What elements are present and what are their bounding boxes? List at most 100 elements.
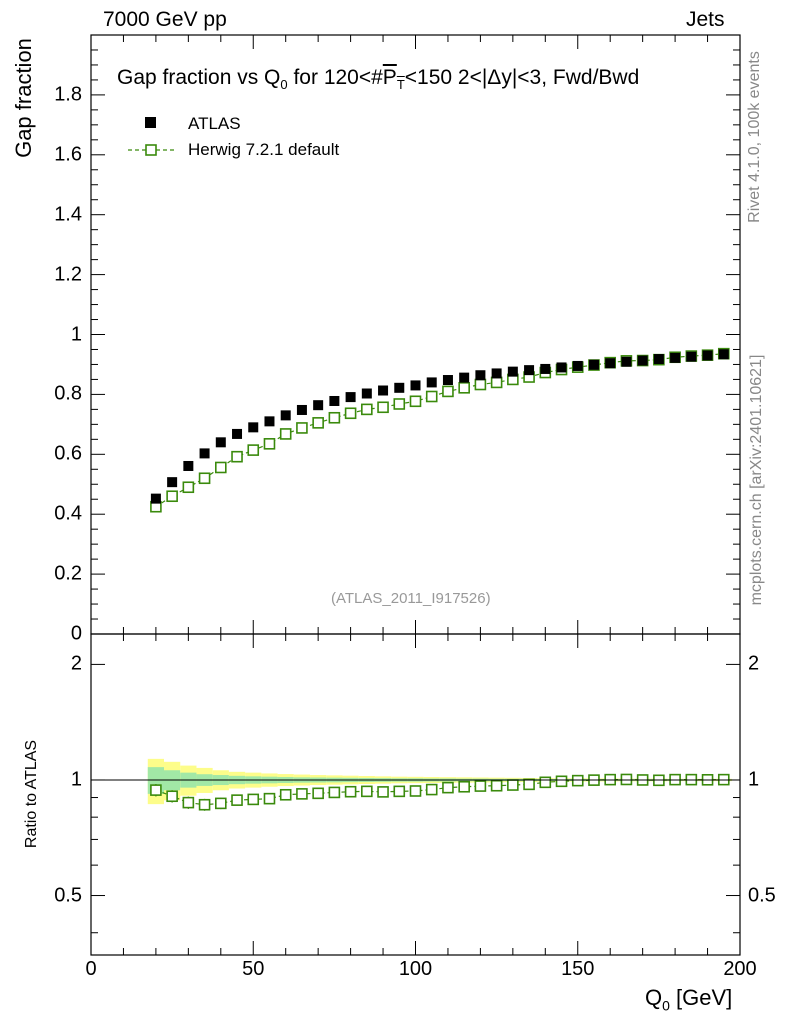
- ratio-point: [490, 779, 503, 792]
- atlas-point: [475, 370, 486, 381]
- atlas-point: [442, 375, 453, 386]
- atlas-point: [248, 422, 259, 433]
- ratio-point: [377, 786, 389, 798]
- atlas-point: [361, 388, 372, 399]
- ratio-point: [279, 788, 292, 801]
- ratio-point: [312, 787, 324, 800]
- ratio-point: [523, 778, 535, 791]
- atlas-point: [702, 350, 713, 361]
- herwig-point: [393, 398, 406, 410]
- chart-title-text-a: Gap fraction vs Q: [117, 66, 281, 89]
- herwig-point: [377, 401, 389, 414]
- herwig-point: [409, 395, 422, 408]
- atlas-point: [199, 448, 210, 459]
- y-tick-label: 1.8: [54, 83, 82, 106]
- atlas-point: [329, 395, 340, 406]
- atlas-point: [572, 360, 583, 371]
- atlas-point: [264, 416, 275, 427]
- atlas-series: [150, 349, 729, 504]
- atlas-point: [215, 437, 226, 448]
- atlas-point: [426, 377, 437, 388]
- ratio-point: [182, 796, 195, 809]
- ratio-point: [215, 797, 227, 810]
- ratio-point: [458, 780, 470, 793]
- herwig-point: [182, 481, 195, 494]
- herwig-point: [296, 422, 308, 434]
- legend-herwig-label: Herwig 7.2.1 default: [188, 140, 340, 159]
- atlas-point: [296, 404, 307, 415]
- y-tick-label: 0.4: [54, 502, 82, 525]
- rivet-version-label: Rivet 4.1.0, 100k events: [746, 51, 763, 223]
- herwig-point: [361, 403, 373, 416]
- legend-herwig-marker: [145, 144, 157, 156]
- herwig-line: [155, 353, 724, 508]
- y-tick-label: 1.6: [54, 143, 82, 166]
- ratio-plot-frame: [90, 633, 741, 956]
- y-tick-label: 1.2: [54, 263, 82, 286]
- herwig-point: [215, 461, 227, 474]
- ratio-point: [393, 785, 406, 798]
- y-tick-label: 0.8: [54, 382, 82, 405]
- herwig-point: [198, 472, 211, 485]
- ratio-y-tick-label-right: 0.5: [748, 884, 776, 907]
- ratio-point: [361, 785, 373, 798]
- y-tick-label: 0.6: [54, 442, 82, 465]
- x-tick-label: 50: [242, 958, 265, 980]
- atlas-point: [653, 354, 664, 365]
- atlas-point: [491, 368, 502, 379]
- chart-title-text-c: <150 2<|Δy|<3, Fwd/Bwd: [404, 66, 640, 89]
- herwig-point: [279, 428, 292, 440]
- ratio-point: [425, 783, 438, 796]
- y-axis-label: Gap fraction: [11, 38, 36, 158]
- header-jets-label: Jets: [686, 8, 725, 31]
- atlas-point: [410, 380, 421, 391]
- y-tick-label: 0: [70, 622, 82, 645]
- ratio-point: [263, 792, 276, 805]
- ratio-point: [344, 785, 357, 798]
- ratio-point: [409, 785, 422, 797]
- ratio-point: [198, 798, 211, 811]
- x-tick-label: 100: [398, 958, 433, 980]
- herwig-point: [474, 378, 487, 391]
- x-axis-label: Q0 [GeV]: [645, 985, 732, 1013]
- x-axis-label-unit: [GeV]: [669, 985, 733, 1010]
- analysis-id: (ATLAS_2011_I917526): [331, 590, 491, 607]
- ratio-point: [296, 788, 308, 800]
- x-axis-label-sub: 0: [662, 997, 670, 1014]
- ratio-y-tick-label-left: 2: [70, 652, 82, 675]
- x-tick-label: 0: [85, 958, 97, 980]
- ratio-y-axis-label: Ratio to ATLAS: [23, 739, 40, 849]
- atlas-point: [556, 362, 567, 373]
- ratio-point: [442, 781, 454, 794]
- atlas-point: [183, 460, 194, 471]
- y-tick-label: 1.4: [54, 203, 82, 226]
- ratio-point: [507, 779, 519, 791]
- atlas-point: [313, 400, 324, 411]
- atlas-point: [280, 410, 291, 421]
- chart-title-sub-a: 0: [280, 77, 288, 93]
- herwig-point: [425, 390, 438, 403]
- y-tick-label: 0.2: [54, 562, 82, 585]
- atlas-point: [621, 356, 632, 367]
- legend: [128, 117, 175, 156]
- atlas-point: [378, 385, 389, 396]
- ratio-point: [247, 793, 260, 806]
- legend-atlas-label: ATLAS: [188, 114, 241, 133]
- atlas-point: [670, 352, 681, 363]
- atlas-point: [232, 428, 243, 439]
- herwig-point: [442, 385, 454, 398]
- x-tick-label: 150: [561, 958, 595, 980]
- ratio-point: [539, 776, 552, 789]
- ratio-y-tick-label-right: 2: [748, 652, 760, 675]
- atlas-point: [637, 355, 648, 366]
- y-tick-label: 1: [70, 323, 82, 345]
- herwig-point: [166, 490, 178, 503]
- herwig-point: [458, 382, 470, 394]
- ratio-point: [555, 775, 568, 788]
- atlas-point: [150, 493, 161, 504]
- chart-title-text-b: for 120<#: [287, 66, 383, 89]
- atlas-point: [507, 366, 518, 377]
- ratio-y-tick-label-left: 0.5: [54, 884, 82, 907]
- x-axis-label-main: Q: [645, 985, 663, 1010]
